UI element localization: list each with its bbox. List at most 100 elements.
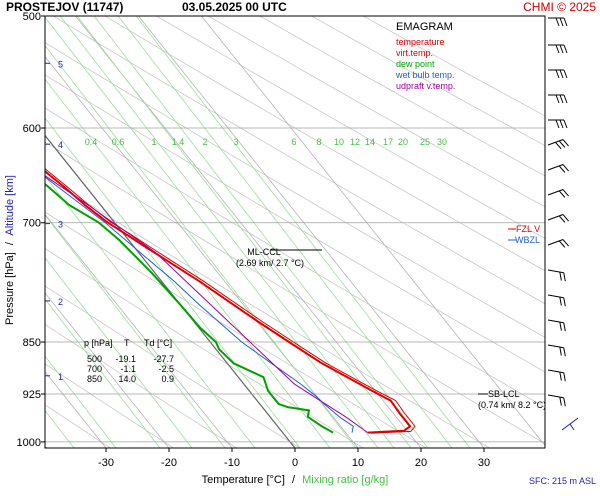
axes-layer: 0.4 0.6 1 1.4 2 3 6 8 10 12 14 17 20 25 30500600700850…: [17, 11, 491, 469]
mixing-ratio-line: [117, 16, 453, 448]
legend-item-wet-bulb: wet bulb temp.: [395, 70, 455, 80]
wind-barb-flag: [559, 44, 564, 54]
isotherm: [45, 292, 170, 448]
wind-barb: [548, 94, 568, 104]
mixing-ratio-label: 1.4: [172, 137, 185, 147]
x-tick-label: 20: [415, 457, 427, 469]
series-temperature: [45, 170, 411, 434]
sb-lcl-label: SB-LCL: [488, 389, 520, 399]
wind-barb-staff: [547, 369, 564, 374]
wind-barb-flag: [562, 164, 569, 172]
mixing-ratio-line: [76, 16, 412, 448]
mixing-ratio-line: [45, 44, 357, 448]
legend-title: EMAGRAM: [396, 21, 453, 33]
wind-barb-flag: [563, 44, 568, 54]
wind-barb-flag: [559, 321, 562, 331]
series-udpraft-v-temp: [45, 175, 368, 434]
wind-barb-flag: [555, 69, 560, 79]
mixing-ratio-label: 6: [291, 137, 296, 147]
isotherm: [45, 213, 233, 448]
station-title: PROSTEJOV (11747): [6, 0, 124, 14]
table-cell: 700: [87, 364, 102, 374]
table-cell: 0.9: [161, 374, 174, 384]
x-tick-label: 10: [352, 457, 364, 469]
wind-barb: [547, 189, 569, 198]
wind-barb-staff: [547, 294, 564, 299]
mixing-ratio-label: 17: [383, 137, 393, 147]
mixing-ratio-line: [93, 16, 429, 448]
sb-lcl-detail: (0.74 km/ 8.2 °C): [478, 400, 546, 410]
table-cell: -1.1: [120, 364, 136, 374]
table-cell: 14.0: [118, 374, 136, 384]
table-cell: -27.7: [153, 354, 174, 364]
series-dew-point: [45, 182, 334, 434]
dry-adiabat: [259, 16, 545, 177]
altitude-tick-label: 2: [58, 297, 63, 307]
wind-barb-flag: [562, 139, 569, 147]
legend-item-temperature: temperature: [396, 37, 445, 47]
wind-barb-flag: [558, 215, 566, 223]
altitude-tick-label: 1: [58, 372, 63, 382]
table-header-td: Td [°C]: [144, 338, 172, 348]
wind-barb-flag: [563, 347, 566, 357]
wind-barb-flag: [562, 214, 569, 222]
wind-barb: [547, 394, 566, 407]
pressure-tick-label: 700: [23, 218, 41, 230]
wind-barb-flag: [559, 69, 564, 79]
wind-barb-flag: [563, 322, 566, 332]
series-virt-temp: [45, 168, 416, 434]
wind-barb-flag: [559, 271, 562, 281]
isotherm: [138, 16, 485, 448]
mixing-ratio-line: [45, 257, 193, 448]
wind-barb: [547, 369, 566, 382]
wind-barb: [547, 294, 566, 307]
wind-barb: [547, 319, 566, 332]
wind-barb-staff: [547, 344, 564, 349]
dry-adiabat: [363, 16, 545, 117]
wind-barb-flag: [569, 423, 575, 431]
series-layer: [45, 168, 416, 434]
dry-adiabat: [53, 16, 545, 305]
wind-barb-flag: [563, 119, 568, 129]
wind-barb-staff: [547, 139, 564, 146]
surface-wind-barb: [561, 417, 579, 431]
wind-barb-flag: [558, 165, 566, 173]
pressure-tick-label: 925: [23, 389, 41, 401]
legend-item-virt-temp: virt.temp.: [396, 48, 433, 58]
wind-barb-flag: [563, 272, 566, 282]
mixing-ratio-line: [45, 355, 117, 448]
table-cell: -19.1: [115, 354, 136, 364]
mixing-ratio-label: 10: [334, 137, 344, 147]
mixing-ratio-line: [59, 16, 395, 448]
wind-barb: [548, 17, 568, 27]
x-tick-label: 0: [292, 457, 298, 469]
wind-barb-flag: [558, 190, 566, 198]
pressure-tick-label: 600: [23, 123, 41, 135]
altitude-tick-label: 5: [58, 59, 63, 69]
isotherm: [201, 16, 545, 447]
wind-barb-flag: [555, 119, 560, 129]
wind-barb-flag: [563, 372, 566, 382]
ml-ccl-label: ML-CCL: [247, 247, 281, 257]
wind-barb: [547, 214, 569, 223]
wind-barb-flag: [559, 371, 562, 381]
legend-item-dew-point: dew point: [396, 59, 435, 69]
dry-adiabat: [45, 74, 545, 373]
mixing-ratio-line: [45, 175, 256, 448]
wind-barb: [547, 344, 566, 357]
altitude-tick-label: 4: [58, 140, 63, 150]
wind-barb-staff: [547, 319, 564, 324]
legend: EMAGRAM temperature virt.temp. dew point…: [395, 21, 455, 91]
wind-barb-flag: [559, 346, 562, 356]
table-header-t: T: [124, 338, 130, 348]
mixing-ratio-label: 14: [365, 137, 375, 147]
wind-barb-flag: [559, 119, 564, 129]
wind-barb-flag: [558, 140, 566, 148]
mixing-ratio-label: 0.4: [85, 137, 98, 147]
wind-barb: [548, 119, 568, 129]
wind-barb-staff: [547, 239, 564, 246]
wind-barb-flag: [563, 297, 566, 307]
mixing-ratio-line: [45, 117, 301, 448]
mixing-ratio-label: 30: [437, 137, 447, 147]
